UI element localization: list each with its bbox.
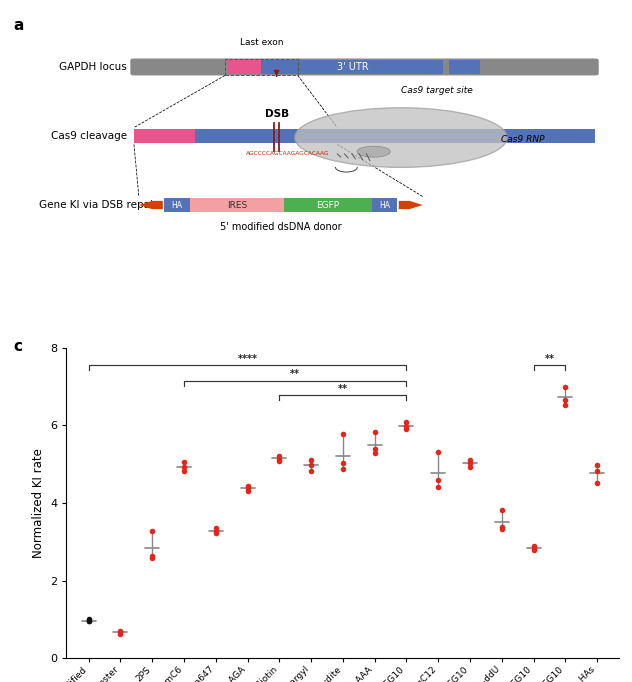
Point <box>433 446 443 457</box>
Point <box>401 423 411 434</box>
Point <box>465 462 475 473</box>
Point <box>592 460 602 471</box>
Point <box>528 543 538 554</box>
Point <box>179 457 189 468</box>
Text: HA: HA <box>171 201 183 209</box>
Point <box>497 522 507 533</box>
Bar <box>190 198 284 211</box>
Point <box>401 421 411 432</box>
Point <box>561 395 571 406</box>
Text: EGFP: EGFP <box>316 201 339 209</box>
Point <box>592 477 602 488</box>
Point <box>274 450 284 461</box>
Text: 5' modified dsDNA donor: 5' modified dsDNA donor <box>220 222 342 232</box>
Bar <box>195 130 595 143</box>
Point <box>337 463 348 474</box>
Point <box>370 448 380 459</box>
Text: HA: HA <box>379 201 390 209</box>
Text: IRES: IRES <box>227 201 247 209</box>
Text: DSB: DSB <box>265 109 289 119</box>
Point <box>243 485 253 496</box>
Text: **: ** <box>544 354 554 364</box>
Point <box>561 382 571 393</box>
Y-axis label: Normalized KI rate: Normalized KI rate <box>32 448 45 558</box>
Bar <box>228 61 262 74</box>
Text: **: ** <box>290 369 300 379</box>
Point <box>147 552 157 563</box>
Point <box>370 427 380 438</box>
Point <box>115 628 125 639</box>
Text: **: ** <box>338 383 348 394</box>
Point <box>83 614 94 625</box>
Bar <box>262 61 444 74</box>
Point <box>274 456 284 466</box>
Point <box>179 462 189 473</box>
Point <box>243 483 253 494</box>
Text: a: a <box>13 18 23 33</box>
Text: AGCCCCAGCAAGAGCACAAG: AGCCCCAGCAAGAGCACAAG <box>246 151 330 156</box>
Bar <box>372 198 398 211</box>
Text: ****: **** <box>238 354 257 364</box>
Ellipse shape <box>357 146 391 157</box>
Point <box>306 466 316 477</box>
Point <box>83 616 94 627</box>
Point <box>528 540 538 551</box>
Point <box>147 550 157 561</box>
Point <box>243 480 253 491</box>
Bar <box>284 198 372 211</box>
Point <box>210 525 221 536</box>
Point <box>401 417 411 428</box>
Polygon shape <box>139 201 163 209</box>
Point <box>465 454 475 465</box>
Point <box>210 528 221 539</box>
Text: Last exon: Last exon <box>240 38 283 46</box>
Point <box>306 454 316 465</box>
Point <box>274 454 284 464</box>
Text: 3' UTR: 3' UTR <box>337 62 368 72</box>
Text: GAPDH locus: GAPDH locus <box>59 62 126 72</box>
Point <box>433 475 443 486</box>
Point <box>592 466 602 477</box>
Point <box>433 481 443 492</box>
Ellipse shape <box>295 108 507 167</box>
Bar <box>164 198 190 211</box>
Text: Cas9 RNP: Cas9 RNP <box>501 134 545 144</box>
Point <box>497 505 507 516</box>
Bar <box>449 61 480 74</box>
Point <box>147 525 157 536</box>
Point <box>306 460 316 471</box>
Polygon shape <box>399 201 423 209</box>
Point <box>528 545 538 556</box>
Point <box>115 625 125 636</box>
Text: Cas9 target site: Cas9 target site <box>401 87 473 95</box>
Point <box>115 627 125 638</box>
Bar <box>225 59 298 76</box>
FancyBboxPatch shape <box>130 59 599 76</box>
Point <box>465 458 475 469</box>
Point <box>337 428 348 439</box>
Bar <box>134 130 195 143</box>
Text: Cas9 cleavage: Cas9 cleavage <box>51 131 126 141</box>
Point <box>83 615 94 626</box>
Point <box>337 458 348 469</box>
Point <box>210 522 221 533</box>
Point <box>561 400 571 411</box>
Text: Gene KI via DSB repair: Gene KI via DSB repair <box>39 200 157 210</box>
Text: c: c <box>14 338 23 353</box>
Point <box>370 444 380 455</box>
Point <box>179 465 189 476</box>
Point <box>497 524 507 535</box>
